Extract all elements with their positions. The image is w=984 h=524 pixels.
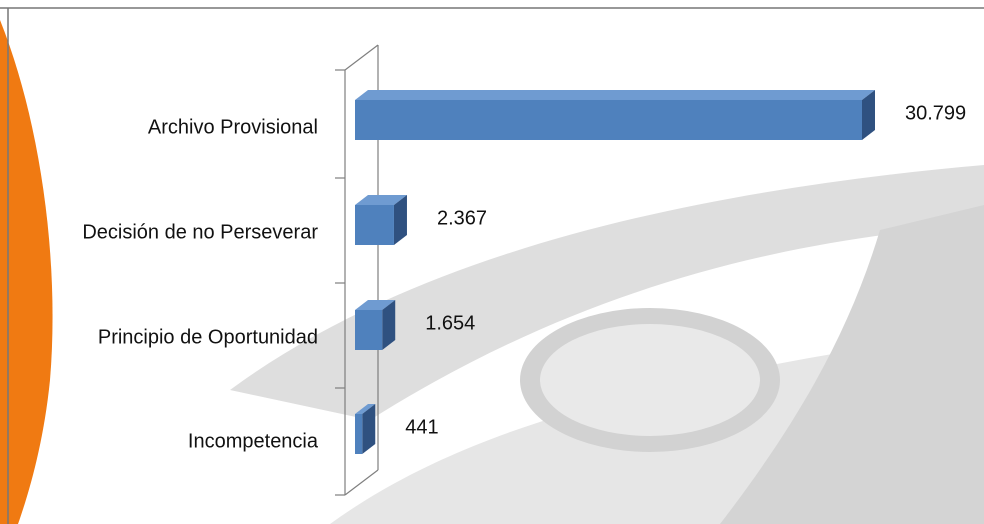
- bar: [355, 404, 376, 454]
- y-tick-label: Principio de Oportunidad: [98, 326, 318, 348]
- bar-top: [355, 90, 875, 100]
- bar-top: [355, 195, 407, 205]
- bar-side: [393, 195, 407, 245]
- axis-line: [344, 469, 379, 496]
- y-tick-label: Decisión de no Perseverar: [82, 221, 318, 243]
- value-label: 2.367: [437, 207, 487, 229]
- bar-top: [355, 404, 376, 414]
- bar-front: [355, 205, 394, 245]
- y-tick-label: Archivo Provisional: [148, 116, 318, 138]
- bar: [355, 195, 407, 245]
- bar-side: [862, 90, 875, 140]
- bar: [355, 90, 875, 140]
- orange-arc: [0, 20, 53, 524]
- swoosh-ellipse: [540, 324, 760, 436]
- bar: [355, 300, 396, 350]
- bar-front: [355, 414, 363, 454]
- bar-front: [355, 100, 862, 140]
- axis-line: [344, 44, 379, 71]
- bar-side: [382, 300, 396, 350]
- swoosh: [720, 205, 984, 524]
- value-label: 30.799: [905, 102, 966, 124]
- bar-side: [362, 404, 376, 454]
- y-tick-label: Incompetencia: [188, 430, 319, 452]
- value-label: 441: [405, 416, 438, 438]
- value-label: 1.654: [425, 312, 475, 334]
- swoosh: [230, 165, 984, 420]
- bar-top: [355, 300, 396, 310]
- bar-front: [355, 310, 383, 350]
